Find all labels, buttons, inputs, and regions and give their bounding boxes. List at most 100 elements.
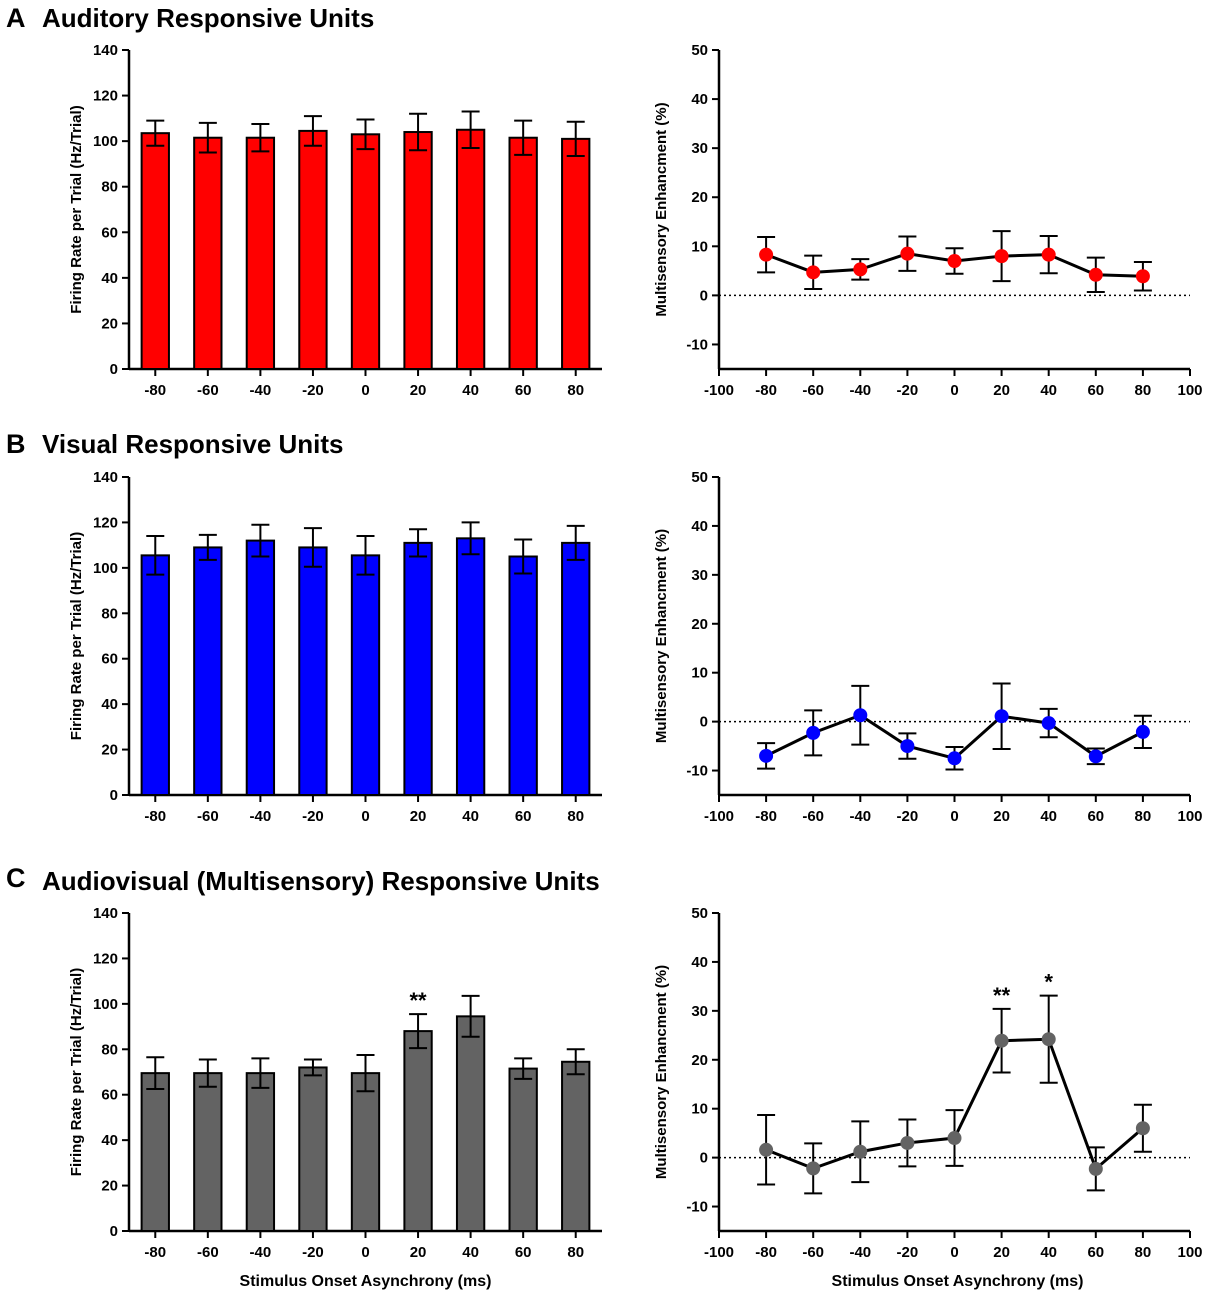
x-tick-label: 60 bbox=[1087, 382, 1104, 399]
x-tick-label: -60 bbox=[197, 808, 219, 825]
bar bbox=[350, 1072, 381, 1233]
bar bbox=[403, 131, 433, 370]
bar bbox=[508, 555, 538, 796]
y-tick-label: 10 bbox=[691, 1101, 708, 1118]
bar bbox=[245, 1072, 276, 1233]
bar-chart-visual: 0 20 40 60 80 100 120 140 Firing Rate per Trial … bbox=[68, 469, 602, 825]
data-point bbox=[900, 1135, 915, 1150]
data-point bbox=[900, 739, 915, 754]
x-tick-label: 40 bbox=[1040, 382, 1057, 399]
y-axis-label: Multisensory Enhancment (%) bbox=[653, 102, 670, 316]
x-tick-label: 60 bbox=[515, 808, 532, 825]
y-axis-label: Firing Rate per Trial (Hz/Trial) bbox=[68, 968, 85, 1176]
y-tick-label: 60 bbox=[101, 224, 118, 241]
y-tick-label: 100 bbox=[93, 133, 118, 150]
y-tick-label: 50 bbox=[691, 469, 708, 486]
panel-letter-b: B bbox=[6, 429, 26, 459]
y-tick-label: 20 bbox=[691, 616, 708, 633]
bar bbox=[561, 1060, 591, 1232]
x-tick-label: -60 bbox=[802, 1244, 824, 1261]
x-tick-label: -80 bbox=[144, 808, 166, 825]
x-tick-label: -80 bbox=[755, 808, 777, 825]
x-tick-label: -60 bbox=[197, 1244, 219, 1261]
x-tick-label: 80 bbox=[1135, 808, 1152, 825]
y-tick-label: 100 bbox=[93, 560, 118, 577]
y-tick-label: 50 bbox=[691, 42, 708, 59]
panel-a: A Auditory Responsive Units 020406080100… bbox=[6, 3, 1203, 399]
data-point bbox=[947, 1131, 962, 1146]
data-point bbox=[947, 751, 962, 766]
x-tick-label: -60 bbox=[802, 808, 824, 825]
data-point bbox=[853, 1144, 868, 1159]
y-tick-label: 20 bbox=[691, 1052, 708, 1069]
data-point bbox=[1088, 749, 1103, 764]
bar bbox=[561, 541, 591, 796]
x-tick-label: 100 bbox=[1177, 1244, 1202, 1261]
y-tick-label: 30 bbox=[691, 567, 708, 584]
x-tick-label: 20 bbox=[993, 382, 1010, 399]
bar bbox=[350, 554, 381, 796]
x-tick-label: 0 bbox=[361, 382, 369, 399]
data-point bbox=[806, 1161, 821, 1176]
bar bbox=[455, 128, 486, 370]
x-tick-label: -40 bbox=[849, 1244, 871, 1261]
panel-title-c: Audiovisual (Multisensory) Responsive Un… bbox=[42, 866, 600, 896]
x-tick-label: -60 bbox=[197, 382, 219, 399]
data-point bbox=[1041, 1032, 1056, 1047]
y-tick-label: 20 bbox=[101, 1178, 118, 1195]
y-tick-label: 80 bbox=[101, 179, 118, 196]
y-tick-label: -10 bbox=[686, 336, 708, 353]
bar-chart-auditory: 0 20 40 60 80 100 120 140 Firing Rate per Trial … bbox=[68, 42, 602, 399]
panel-letter-a: A bbox=[6, 3, 26, 33]
panel-letter-c: C bbox=[6, 863, 26, 893]
x-tick-label: 60 bbox=[1087, 808, 1104, 825]
y-tick-label: 0 bbox=[700, 287, 708, 304]
y-tick-label: 20 bbox=[101, 742, 118, 759]
y-tick-label: -10 bbox=[686, 1199, 708, 1216]
bar bbox=[455, 537, 486, 796]
data-point bbox=[900, 246, 915, 261]
x-axis-label: Stimulus Onset Asynchrony (ms) bbox=[240, 1273, 492, 1290]
y-tick-label: 40 bbox=[101, 1132, 118, 1149]
x-tick-label: 60 bbox=[515, 1244, 532, 1261]
x-tick-label: -100 bbox=[704, 382, 734, 399]
x-tick-label: -40 bbox=[849, 382, 871, 399]
significance-marker: ** bbox=[409, 988, 427, 1013]
bar bbox=[298, 1066, 328, 1233]
x-tick-label: 60 bbox=[515, 382, 532, 399]
data-point bbox=[806, 265, 821, 280]
y-tick-label: -10 bbox=[686, 763, 708, 780]
data-point bbox=[853, 708, 868, 723]
bar-chart-audiovisual: 0 20 40 60 80 100 120 140 Firing Rate per Trial … bbox=[68, 905, 602, 1290]
y-tick-label: 30 bbox=[691, 1003, 708, 1020]
x-tick-label: 80 bbox=[1135, 1244, 1152, 1261]
y-tick-label: 0 bbox=[110, 787, 118, 804]
x-tick-label: -60 bbox=[802, 382, 824, 399]
y-axis-label: Firing Rate per Trial (Hz/Trial) bbox=[68, 105, 85, 313]
y-tick-label: 80 bbox=[101, 605, 118, 622]
bar bbox=[193, 136, 223, 370]
y-tick-label: 50 bbox=[691, 905, 708, 922]
data-point bbox=[1041, 716, 1056, 731]
x-tick-label: -100 bbox=[704, 1244, 734, 1261]
y-tick-label: 30 bbox=[691, 140, 708, 157]
x-tick-label: 40 bbox=[1040, 808, 1057, 825]
x-tick-label: -20 bbox=[897, 1244, 919, 1261]
y-axis-label: Firing Rate per Trial (Hz/Trial) bbox=[68, 532, 85, 740]
x-tick-label: 20 bbox=[993, 1244, 1010, 1261]
x-tick-label: -80 bbox=[755, 382, 777, 399]
x-tick-label: 20 bbox=[410, 808, 427, 825]
data-point bbox=[853, 262, 868, 277]
panel-b: B Visual Responsive Units 02040608010012… bbox=[6, 429, 1203, 825]
y-axis-label: Multisensory Enhancment (%) bbox=[653, 965, 670, 1179]
x-tick-label: 40 bbox=[462, 808, 479, 825]
y-tick-label: 120 bbox=[93, 950, 118, 967]
panel-title-b: Visual Responsive Units bbox=[42, 429, 344, 459]
x-tick-label: -40 bbox=[250, 382, 272, 399]
x-tick-label: 20 bbox=[410, 1244, 427, 1261]
bar bbox=[140, 554, 170, 796]
x-tick-label: -40 bbox=[849, 808, 871, 825]
y-tick-label: 140 bbox=[93, 905, 118, 922]
bar bbox=[403, 1030, 433, 1232]
